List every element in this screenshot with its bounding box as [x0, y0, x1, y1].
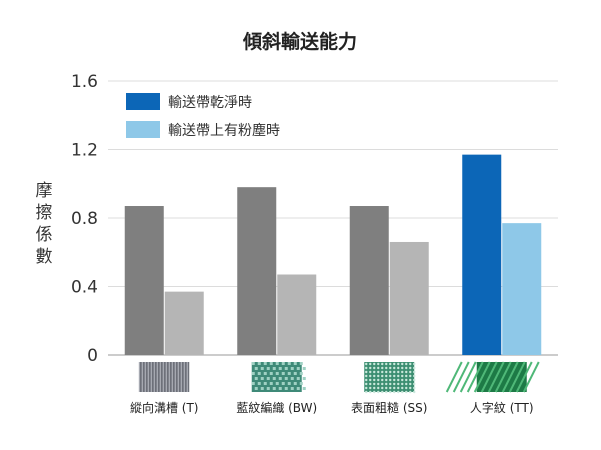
bar-dusty-2 [389, 241, 429, 355]
category-label-3: 人字紋 (TT) [470, 400, 534, 415]
texture-swatch-3 [445, 361, 540, 393]
texture-swatch-1 [251, 362, 306, 392]
bar-clean-1 [237, 187, 277, 355]
bar-dusty-3 [502, 223, 542, 355]
legend-swatch-clean [126, 93, 160, 110]
category-label-0: 縱向溝槽 (T) [130, 400, 199, 415]
legend-swatch-dusty [126, 121, 160, 138]
bars [124, 154, 542, 355]
bar-clean-2 [349, 206, 389, 355]
y-tick-labels: 0 0.4 0.8 1.2 1.6 [71, 72, 98, 366]
bar-dusty-0 [164, 291, 204, 355]
y-tick-label: 1.6 [71, 72, 98, 92]
legend-label-dusty: 輸送帶上有粉塵時 [168, 122, 280, 139]
texture-swatch-2 [364, 362, 416, 394]
y-tick-label: 0.8 [71, 209, 98, 229]
texture-swatch-0 [138, 362, 190, 392]
category-label-1: 藍紋編織 (BW) [236, 400, 317, 415]
bar-clean-3 [462, 154, 502, 355]
category-label-2: 表面粗糙 (SS) [351, 401, 427, 415]
y-axis-label: 摩擦係數 [36, 181, 53, 267]
y-tick-label: 1.2 [71, 141, 98, 161]
y-tick-label: 0 [87, 346, 98, 366]
chart-title: 傾斜輸送能力 [242, 30, 357, 53]
legend-label-clean: 輸送帶乾淨時 [168, 95, 252, 111]
bar-clean-0 [124, 206, 164, 355]
category-texture-swatches [138, 361, 540, 394]
y-tick-label: 0.4 [71, 278, 98, 298]
legend: 輸送帶乾淨時 輸送帶上有粉塵時 [126, 93, 280, 139]
category-labels: 縱向溝槽 (T) 藍紋編織 (BW) 表面粗糙 (SS) 人字紋 (TT) [130, 400, 534, 415]
bar-dusty-1 [277, 274, 317, 355]
